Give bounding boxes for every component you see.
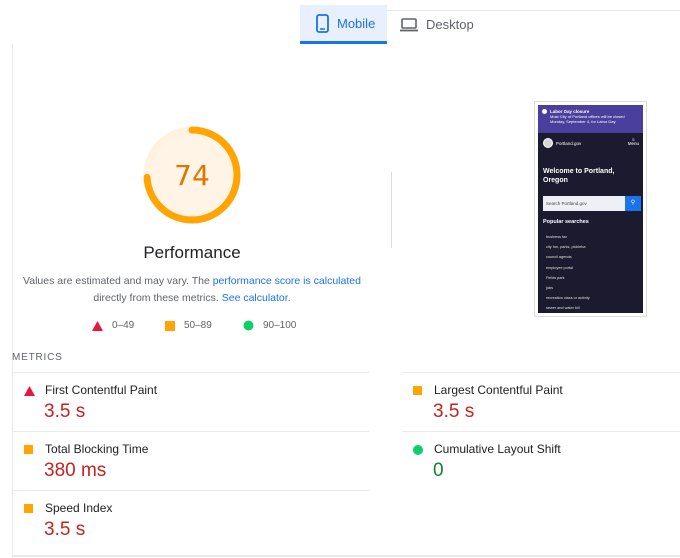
green-circle-icon <box>243 320 254 331</box>
popular-item: sewer and water bill <box>546 306 580 311</box>
popular-item: council agenda <box>546 255 572 260</box>
tab-desktop[interactable]: Desktop <box>400 5 474 44</box>
tab-desktop-label: Desktop <box>426 17 474 32</box>
tab-mobile[interactable]: Mobile <box>300 5 387 44</box>
search-icon: ⚲ <box>625 196 641 211</box>
score-calculated-link[interactable]: performance score is calculated <box>212 275 361 287</box>
legend-range-average: 50–89 <box>184 320 212 331</box>
orange-square-icon <box>24 445 33 454</box>
red-triangle-icon <box>24 386 35 396</box>
popular-item: city fun, parks, pickleba <box>546 245 586 250</box>
tab-mobile-label: Mobile <box>337 15 376 31</box>
performance-gauge <box>143 126 241 224</box>
metric-cumulative-layout-shift[interactable]: Cumulative Layout Shift 0 <box>402 431 680 490</box>
popular-item: Fields park <box>546 275 565 280</box>
metric-label: Total Blocking Time <box>45 442 149 456</box>
popular-searches-list: business tax city fun, parks, pickleba c… <box>546 232 590 313</box>
menu-label: Menu <box>627 141 639 146</box>
legend-item-average: 50–89 <box>165 320 212 331</box>
popular-searches-title: Popular searches <box>543 219 589 225</box>
performance-score: 74 <box>174 158 210 192</box>
metric-value: 3.5 s <box>433 401 475 422</box>
smartphone-icon <box>316 13 329 33</box>
tabs-rule <box>300 10 680 11</box>
metrics-heading: METRICS <box>12 352 63 363</box>
performance-title: Performance <box>143 243 241 262</box>
alert-text-2: Monday, September 4, for Labor Day. <box>550 119 617 124</box>
popular-item: jobs <box>546 286 553 291</box>
device-tabs: Mobile Desktop <box>0 5 680 44</box>
note-prefix: Values are estimated and may vary. The <box>23 275 213 287</box>
laptop-icon <box>400 17 418 31</box>
screenshot-search-input: Search Portland.gov <box>543 196 625 211</box>
metric-total-blocking-time[interactable]: Total Blocking Time 380 ms <box>13 431 369 490</box>
metric-speed-index[interactable]: Speed Index 3.5 s <box>13 490 369 549</box>
city-seal-icon <box>543 138 553 148</box>
welcome-heading: Welcome to Portland, Oregon <box>543 167 639 185</box>
menu-button: ≡ Menu <box>627 137 639 146</box>
legend-range-fail: 0–49 <box>112 320 135 331</box>
card-border-bottom <box>12 555 680 557</box>
note-suffix: . <box>287 292 291 304</box>
popular-item: recreation class or activity <box>546 296 590 301</box>
orange-square-icon <box>413 386 422 395</box>
site-name: Portland.gov <box>556 141 582 146</box>
welcome-line-2: Oregon <box>543 177 568 184</box>
page-screenshot[interactable]: Labor Day closure Most City of Portland … <box>534 101 647 317</box>
metric-value: 0 <box>433 460 444 481</box>
site-header: Portland.gov ≡ Menu <box>543 137 639 152</box>
legend-item-fail: 0–49 <box>92 320 134 331</box>
welcome-line-1: Welcome to Portland, <box>543 168 615 175</box>
alert-title: Labor Day closure <box>550 109 590 114</box>
orange-square-icon <box>24 504 33 513</box>
green-circle-icon <box>413 445 423 455</box>
see-calculator-link[interactable]: See calculator <box>221 292 288 304</box>
popular-item: business tax <box>546 235 568 239</box>
metric-value: 3.5 s <box>44 519 86 540</box>
metric-label: Largest Contentful Paint <box>434 383 563 397</box>
screenshot-content: Labor Day closure Most City of Portland … <box>538 105 643 313</box>
info-icon <box>542 109 547 114</box>
orange-square-icon <box>165 320 175 331</box>
metric-value: 380 ms <box>44 460 107 481</box>
gauge-arc <box>143 126 241 224</box>
note-middle: directly from these metrics. <box>93 292 222 304</box>
alert-banner: Labor Day closure Most City of Portland … <box>538 105 643 133</box>
metric-value: 3.5 s <box>44 401 86 422</box>
score-legend: 0–49 50–89 90–100 <box>0 320 400 334</box>
red-triangle-icon <box>92 320 103 331</box>
metric-label: First Contentful Paint <box>45 383 158 397</box>
performance-note: Values are estimated and may vary. The p… <box>22 273 362 307</box>
metric-label: Speed Index <box>45 501 113 515</box>
vertical-divider <box>391 172 392 248</box>
alert-text-1: Most City of Portland offices will be cl… <box>550 114 625 119</box>
legend-item-pass: 90–100 <box>243 320 296 331</box>
popular-item: employee portal <box>546 265 574 270</box>
card-border-left <box>12 44 13 558</box>
legend-range-pass: 90–100 <box>263 320 297 331</box>
metric-largest-contentful-paint[interactable]: Largest Contentful Paint 3.5 s <box>402 372 680 431</box>
metric-first-contentful-paint[interactable]: First Contentful Paint 3.5 s <box>13 372 369 431</box>
metric-label: Cumulative Layout Shift <box>434 442 561 456</box>
